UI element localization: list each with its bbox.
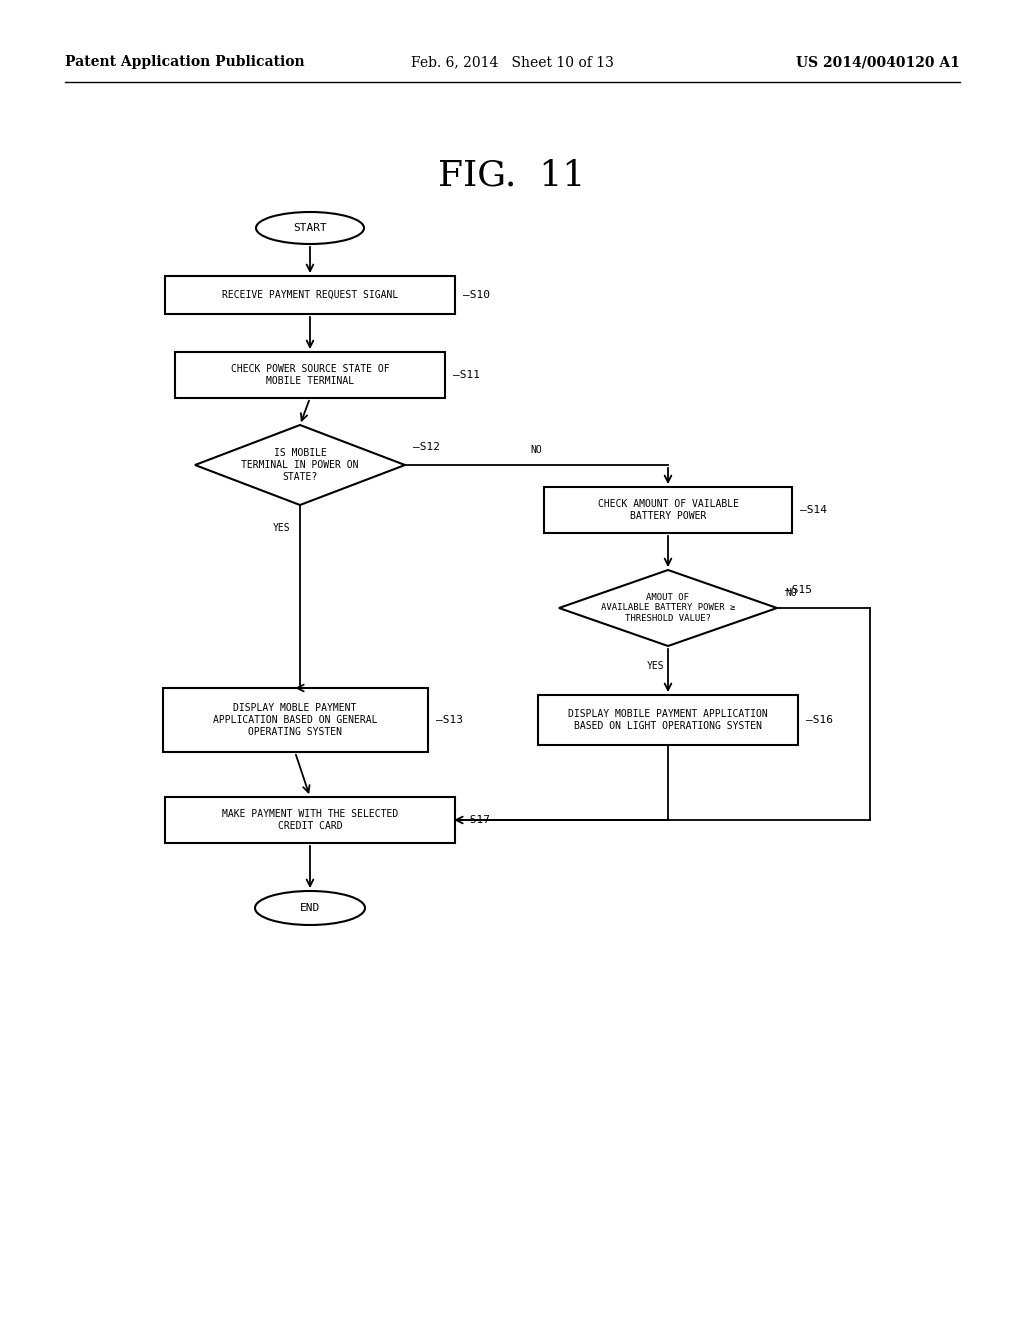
Text: —S10: —S10 [463,290,490,300]
Text: —S15: —S15 [785,585,812,595]
Text: CHECK POWER SOURCE STATE OF
MOBILE TERMINAL: CHECK POWER SOURCE STATE OF MOBILE TERMI… [230,364,389,385]
Text: DISPLAY MOBILE PAYMENT APPLICATION
BASED ON LIGHT OPERATIONG SYSTEN: DISPLAY MOBILE PAYMENT APPLICATION BASED… [568,709,768,731]
Text: —S17: —S17 [463,814,490,825]
Text: AMOUT OF
AVAILABLE BATTERY POWER ≥
THRESHOLD VALUE?: AMOUT OF AVAILABLE BATTERY POWER ≥ THRES… [601,593,735,623]
Text: YES: YES [273,523,291,533]
Text: MAKE PAYMENT WITH THE SELECTED
CREDIT CARD: MAKE PAYMENT WITH THE SELECTED CREDIT CA… [222,809,398,830]
Text: Feb. 6, 2014   Sheet 10 of 13: Feb. 6, 2014 Sheet 10 of 13 [411,55,613,69]
Text: —S12: —S12 [413,442,440,451]
Text: —S11: —S11 [453,370,480,380]
Text: US 2014/0040120 A1: US 2014/0040120 A1 [796,55,961,69]
Text: DISPLAY MOBLE PAYMENT
APPLICATION BASED ON GENERAL
OPERATING SYSTEN: DISPLAY MOBLE PAYMENT APPLICATION BASED … [213,704,377,737]
Text: START: START [293,223,327,234]
Text: NO: NO [785,587,797,598]
Text: YES: YES [647,661,665,671]
Text: —S13: —S13 [435,715,463,725]
Text: END: END [300,903,321,913]
Text: —S16: —S16 [806,715,833,725]
Text: FIG.  11: FIG. 11 [438,158,586,191]
Text: IS MOBILE
TERMINAL IN POWER ON
STATE?: IS MOBILE TERMINAL IN POWER ON STATE? [242,449,358,482]
Text: NO: NO [530,445,543,455]
Text: Patent Application Publication: Patent Application Publication [65,55,304,69]
Text: —S14: —S14 [800,506,827,515]
Text: RECEIVE PAYMENT REQUEST SIGANL: RECEIVE PAYMENT REQUEST SIGANL [222,290,398,300]
Text: CHECK AMOUNT OF VAILABLE
BATTERY POWER: CHECK AMOUNT OF VAILABLE BATTERY POWER [597,499,738,521]
